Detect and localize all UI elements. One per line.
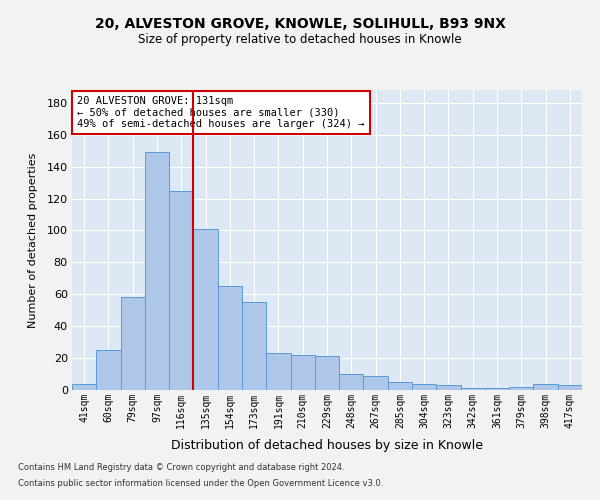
Bar — [412, 384, 436, 390]
Bar — [242, 302, 266, 390]
Bar — [364, 376, 388, 390]
Bar — [339, 374, 364, 390]
Bar — [461, 388, 485, 390]
Bar — [121, 298, 145, 390]
Text: Contains HM Land Registry data © Crown copyright and database right 2024.: Contains HM Land Registry data © Crown c… — [18, 464, 344, 472]
Bar — [436, 385, 461, 390]
Bar — [388, 382, 412, 390]
Bar — [509, 387, 533, 390]
Bar — [315, 356, 339, 390]
Bar — [145, 152, 169, 390]
Text: 20 ALVESTON GROVE: 131sqm
← 50% of detached houses are smaller (330)
49% of semi: 20 ALVESTON GROVE: 131sqm ← 50% of detac… — [77, 96, 365, 129]
Bar — [485, 388, 509, 390]
Text: Size of property relative to detached houses in Knowle: Size of property relative to detached ho… — [138, 32, 462, 46]
Y-axis label: Number of detached properties: Number of detached properties — [28, 152, 38, 328]
Bar — [290, 355, 315, 390]
Bar — [533, 384, 558, 390]
Bar — [558, 385, 582, 390]
Bar — [72, 384, 96, 390]
Bar — [96, 350, 121, 390]
Text: 20, ALVESTON GROVE, KNOWLE, SOLIHULL, B93 9NX: 20, ALVESTON GROVE, KNOWLE, SOLIHULL, B9… — [95, 18, 505, 32]
Bar — [193, 229, 218, 390]
Text: Contains public sector information licensed under the Open Government Licence v3: Contains public sector information licen… — [18, 478, 383, 488]
Bar — [266, 354, 290, 390]
X-axis label: Distribution of detached houses by size in Knowle: Distribution of detached houses by size … — [171, 439, 483, 452]
Bar — [169, 190, 193, 390]
Bar — [218, 286, 242, 390]
